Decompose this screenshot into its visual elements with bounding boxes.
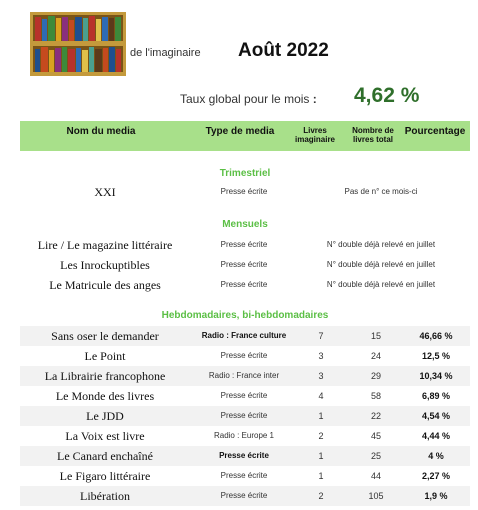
livres-imaginaire: 4 bbox=[318, 391, 324, 401]
livres-imaginaire: 3 bbox=[318, 351, 324, 361]
livres-imaginaire: 7 bbox=[318, 331, 324, 341]
media-type: Radio : France inter bbox=[208, 371, 280, 380]
table-row: Le Matricule des anges Presse écrite N° … bbox=[20, 275, 470, 295]
media-type: Presse écrite bbox=[220, 187, 268, 196]
livres-imaginaire: 2 bbox=[318, 491, 324, 501]
bookshelf-logo bbox=[30, 12, 126, 76]
table-row: Sans oser le demander Radio : France cul… bbox=[20, 326, 470, 346]
percentage: 2,27 % bbox=[421, 471, 451, 481]
column-header-total: Nombre de livres total bbox=[352, 126, 394, 144]
media-name: Le Figaro littéraire bbox=[59, 469, 151, 483]
media-type: Presse écrite bbox=[220, 491, 268, 500]
table-row: Les Inrockuptibles Presse écrite N° doub… bbox=[20, 255, 470, 275]
media-type: Presse écrite bbox=[220, 280, 268, 289]
media-name: Le Canard enchaîné bbox=[57, 449, 153, 463]
media-name: Le Matricule des anges bbox=[49, 278, 161, 292]
table-row: La Voix est livre Radio : Europe 1 2 45 … bbox=[20, 426, 470, 446]
section-title-trimestriel: Trimestriel bbox=[219, 168, 271, 179]
section-title-hebdo: Hebdomadaires, bi-hebdomadaires bbox=[161, 310, 329, 321]
table-row: Le Monde des livres Presse écrite 4 58 6… bbox=[20, 386, 470, 406]
media-name: La Voix est livre bbox=[65, 429, 145, 443]
media-name: Le JDD bbox=[86, 409, 124, 423]
media-type: Presse écrite bbox=[219, 451, 269, 460]
column-header-pct: Pourcentage bbox=[404, 126, 466, 137]
livres-imaginaire: 1 bbox=[318, 471, 324, 481]
media-type: Presse écrite bbox=[220, 260, 268, 269]
table-row: Le Figaro littéraire Presse écrite 1 44 … bbox=[20, 466, 470, 486]
media-type: Presse écrite bbox=[220, 471, 268, 480]
media-name: La Librairie francophone bbox=[44, 369, 166, 383]
media-type: Presse écrite bbox=[220, 391, 268, 400]
livres-total: 44 bbox=[370, 471, 381, 481]
percentage: 1,9 % bbox=[424, 491, 448, 501]
column-header-type: Type de media bbox=[205, 126, 275, 137]
media-type: Radio : France culture bbox=[201, 331, 287, 340]
media-type: Presse écrite bbox=[220, 411, 268, 420]
table-row: La Librairie francophone Radio : France … bbox=[20, 366, 470, 386]
global-rate-label-text: Taux global pour le mois bbox=[180, 92, 310, 106]
percentage: 4 % bbox=[428, 451, 444, 461]
percentage: 46,66 % bbox=[419, 331, 453, 341]
media-type: Radio : Europe 1 bbox=[213, 431, 275, 440]
media-name: Le Monde des livres bbox=[55, 389, 155, 403]
livres-total: 25 bbox=[370, 451, 381, 461]
table-row: XXI Presse écrite Pas de n° ce mois-ci bbox=[20, 182, 470, 202]
percentage: 6,89 % bbox=[421, 391, 451, 401]
media-name: Lire / Le magazine littéraire bbox=[37, 238, 173, 252]
global-rate-colon: : bbox=[309, 92, 317, 106]
global-rate-value: 4,62 % bbox=[354, 84, 420, 107]
percentage: 10,34 % bbox=[419, 371, 453, 381]
media-name: Sans oser le demander bbox=[51, 329, 159, 343]
page-title: Août 2022 bbox=[238, 40, 329, 61]
livres-imaginaire: 1 bbox=[318, 451, 324, 461]
table-row: Lire / Le magazine littéraire Presse écr… bbox=[20, 235, 470, 255]
livres-total: 45 bbox=[370, 431, 381, 441]
column-header-livres: Livres imaginaire bbox=[294, 126, 335, 144]
percentage: 4,54 % bbox=[421, 411, 451, 421]
media-type: Presse écrite bbox=[220, 351, 268, 360]
livres-total: 22 bbox=[370, 411, 381, 421]
row-note: N° double déjà relevé en juillet bbox=[326, 260, 436, 269]
livres-total: 58 bbox=[370, 391, 381, 401]
media-type: Presse écrite bbox=[220, 240, 268, 249]
row-note: Pas de n° ce mois-ci bbox=[344, 187, 418, 196]
table-header: Nom du media Type de media Livres imagin… bbox=[20, 121, 470, 151]
media-name: XXI bbox=[94, 185, 116, 199]
media-name: Les Inrockuptibles bbox=[60, 258, 150, 272]
livres-total: 105 bbox=[368, 491, 384, 501]
media-name: Le Point bbox=[84, 349, 126, 363]
livres-total: 24 bbox=[370, 351, 381, 361]
percentage: 4,44 % bbox=[421, 431, 451, 441]
table-row: Le JDD Presse écrite 1 22 4,54 % bbox=[20, 406, 470, 426]
percentage: 12,5 % bbox=[421, 351, 451, 361]
section-title-mensuels: Mensuels bbox=[222, 219, 268, 230]
global-rate-label: Taux global pour le mois : bbox=[180, 92, 317, 106]
livres-total: 15 bbox=[370, 331, 381, 341]
header-subtitle: de l'imaginaire bbox=[130, 47, 201, 59]
livres-imaginaire: 1 bbox=[318, 411, 324, 421]
livres-imaginaire: 2 bbox=[318, 431, 324, 441]
table-row: Le Point Presse écrite 3 24 12,5 % bbox=[20, 346, 470, 366]
livres-imaginaire: 3 bbox=[318, 371, 324, 381]
row-note: N° double déjà relevé en juillet bbox=[326, 280, 436, 289]
row-note: N° double déjà relevé en juillet bbox=[326, 240, 436, 249]
table-row: Libération Presse écrite 2 105 1,9 % bbox=[20, 486, 470, 506]
table-row: Le Canard enchaîné Presse écrite 1 25 4 … bbox=[20, 446, 470, 466]
livres-total: 29 bbox=[370, 371, 381, 381]
media-name: Libération bbox=[80, 489, 130, 503]
column-header-media: Nom du media bbox=[66, 126, 136, 137]
